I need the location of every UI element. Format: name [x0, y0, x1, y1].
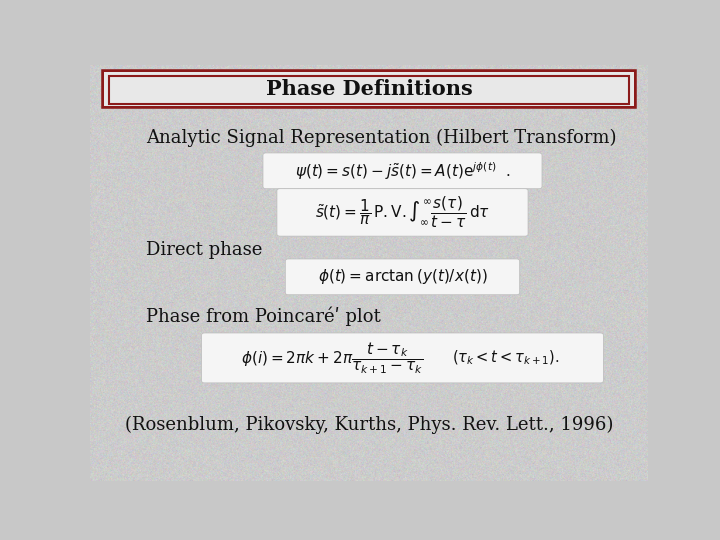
Text: Phase Definitions: Phase Definitions	[266, 79, 472, 99]
Text: $\psi(t) = s(t) - j\tilde{s}(t) = A(t)\mathrm{e}^{j\phi(t)}$  .: $\psi(t) = s(t) - j\tilde{s}(t) = A(t)\m…	[294, 160, 510, 181]
FancyBboxPatch shape	[104, 72, 634, 106]
FancyBboxPatch shape	[263, 153, 542, 188]
FancyBboxPatch shape	[277, 188, 528, 236]
Text: $\phi(i) = 2\pi k + 2\pi\dfrac{t - \tau_k}{\tau_{k+1} - \tau_k}$: $\phi(i) = 2\pi k + 2\pi\dfrac{t - \tau_…	[241, 340, 424, 375]
Text: $(\tau_k < t < \tau_{k+1})$.: $(\tau_k < t < \tau_{k+1})$.	[452, 349, 559, 367]
Text: $\phi(t) = \arctan\left(y(t)/x(t)\right)$: $\phi(t) = \arctan\left(y(t)/x(t)\right)…	[318, 267, 487, 286]
Text: Direct phase: Direct phase	[145, 241, 262, 259]
FancyBboxPatch shape	[285, 259, 520, 295]
Text: Analytic Signal Representation (Hilbert Transform): Analytic Signal Representation (Hilbert …	[145, 129, 616, 147]
FancyBboxPatch shape	[104, 72, 634, 106]
FancyBboxPatch shape	[202, 333, 603, 383]
Text: (Rosenblum, Pikovsky, Kurths, Phys. Rev. Lett., 1996): (Rosenblum, Pikovsky, Kurths, Phys. Rev.…	[125, 415, 613, 434]
Text: $\tilde{s}(t) = \dfrac{1}{\pi}\,\mathrm{P.V.}\int_{\infty}^{\infty}\dfrac{s(\tau: $\tilde{s}(t) = \dfrac{1}{\pi}\,\mathrm{…	[315, 194, 490, 230]
Text: Phase from Poincaréʹ plot: Phase from Poincaréʹ plot	[145, 307, 381, 326]
